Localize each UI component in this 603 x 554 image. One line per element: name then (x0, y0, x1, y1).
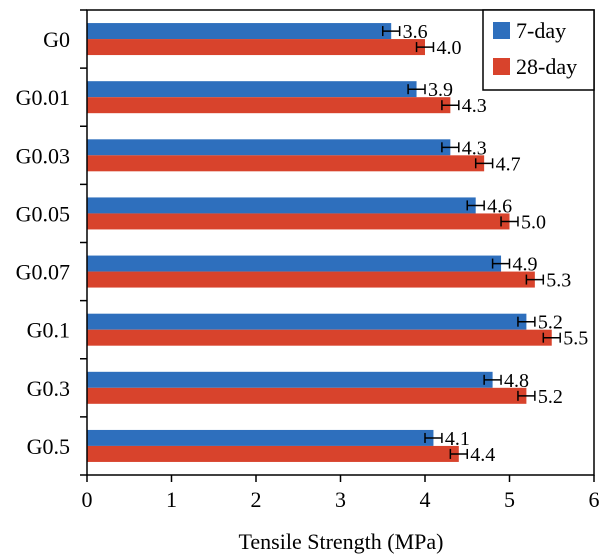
data-label-28-day-G0.3: 5.2 (538, 386, 563, 408)
legend-label-28-day: 28-day (516, 54, 577, 79)
x-tick-label-3: 3 (335, 487, 346, 512)
x-tick-label-6: 6 (589, 487, 600, 512)
data-label-28-day-G0.01: 4.3 (462, 95, 487, 117)
bar-28-day-G0.5 (87, 445, 459, 462)
bar-28-day-G0.3 (87, 387, 527, 404)
category-label-G0.3: G0.3 (27, 376, 70, 401)
bars-layer: 3.64.03.94.34.34.74.65.04.95.35.25.54.85… (87, 21, 588, 466)
bar-28-day-G0 (87, 39, 425, 56)
data-label-7-day-G0.03: 4.3 (462, 137, 487, 159)
category-label-G0.5: G0.5 (27, 434, 70, 459)
data-label-28-day-G0: 4.0 (436, 37, 461, 59)
bar-7-day-G0.07 (87, 255, 502, 272)
category-label-G0.07: G0.07 (16, 260, 70, 285)
chart-legend: 7-day 28-day (482, 9, 595, 91)
x-tick-label-5: 5 (504, 487, 515, 512)
bar-7-day-G0.03 (87, 139, 451, 156)
legend-swatch-7-day (493, 22, 510, 39)
category-label-G0.03: G0.03 (16, 143, 70, 168)
bar-7-day-G0.3 (87, 371, 493, 388)
bar-28-day-G0.01 (87, 97, 451, 114)
data-label-28-day-G0.5: 4.4 (470, 444, 495, 466)
data-label-7-day-G0.05: 4.6 (487, 195, 512, 217)
bar-28-day-G0.07 (87, 271, 535, 288)
x-tick-label-0: 0 (82, 487, 93, 512)
data-label-7-day-G0.5: 4.1 (445, 428, 470, 450)
x-tick-label-4: 4 (420, 487, 431, 512)
bar-7-day-G0.01 (87, 81, 417, 98)
legend-label-7-day: 7-day (516, 18, 566, 43)
category-label-G0.05: G0.05 (16, 201, 70, 226)
legend-swatch-28-day (493, 58, 510, 75)
data-label-28-day-G0.1: 5.5 (563, 328, 588, 350)
axes-layer: G0 G0.01 G0.03 G0.05 G0.07 G0.1 G0.3 G0.5 0 1 2 3 4 5… (16, 9, 600, 512)
bar-28-day-G0.05 (87, 213, 510, 230)
data-label-28-day-G0.05: 5.0 (521, 211, 546, 233)
category-label-G0.01: G0.01 (16, 85, 70, 110)
data-label-7-day-G0.01: 3.9 (428, 79, 453, 101)
bar-7-day-G0.5 (87, 429, 434, 446)
category-label-G0.1: G0.1 (27, 318, 70, 343)
data-label-7-day-G0.1: 5.2 (538, 312, 563, 334)
bar-28-day-G0.03 (87, 155, 485, 172)
data-label-7-day-G0.3: 4.8 (504, 370, 529, 392)
bar-28-day-G0.1 (87, 329, 552, 346)
x-tick-label-1: 1 (166, 487, 177, 512)
data-label-7-day-G0: 3.6 (403, 21, 428, 43)
data-label-28-day-G0.03: 4.7 (496, 153, 521, 175)
x-axis-title: Tensile Strength (MPa) (239, 529, 444, 554)
x-tick-label-2: 2 (251, 487, 262, 512)
bar-7-day-G0 (87, 23, 392, 40)
category-label-G0: G0 (43, 27, 70, 52)
data-label-28-day-G0.07: 5.3 (546, 270, 571, 292)
bar-7-day-G0.1 (87, 313, 527, 330)
data-label-7-day-G0.07: 4.9 (513, 254, 538, 276)
bar-7-day-G0.05 (87, 197, 476, 214)
